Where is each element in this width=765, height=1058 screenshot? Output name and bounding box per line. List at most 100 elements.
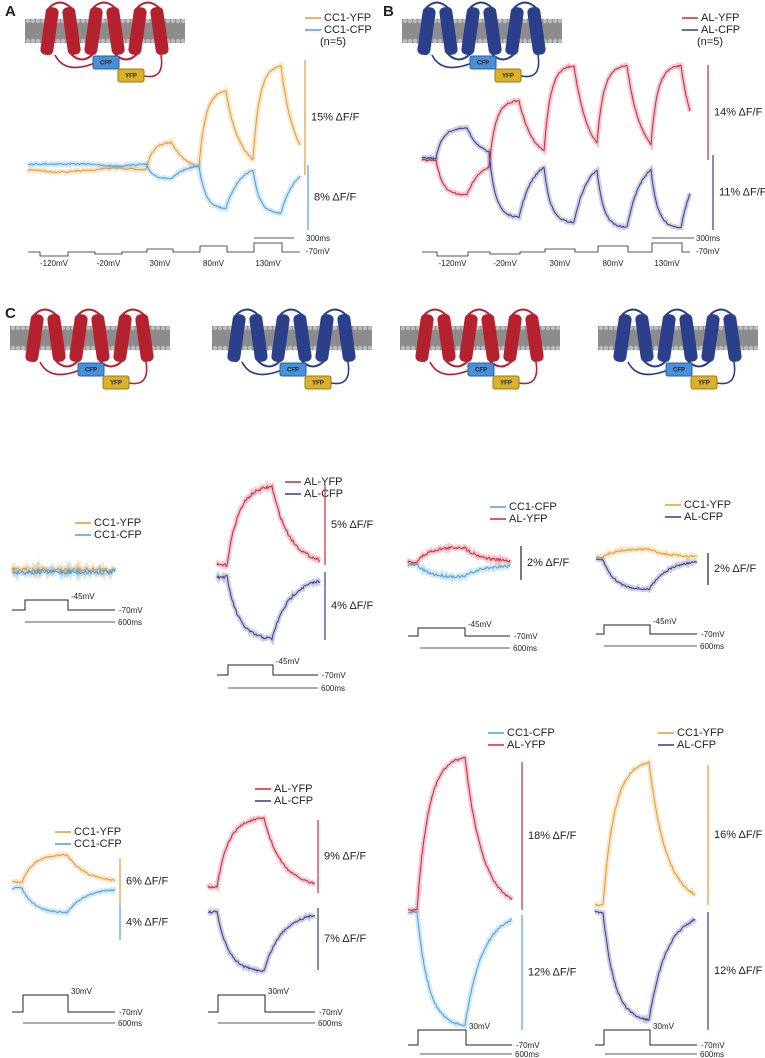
protocol xyxy=(217,664,318,676)
holding-label: -70mV xyxy=(516,1041,540,1050)
step-label: 30mV xyxy=(653,1022,675,1031)
loop xyxy=(77,308,101,316)
voltage-label: 30mV xyxy=(150,259,172,268)
lipid xyxy=(175,38,181,44)
scale-label: 18% ΔF/F xyxy=(528,830,577,842)
cfp-label: CFP xyxy=(477,61,489,67)
lipid xyxy=(145,38,151,44)
voltage-label: 130mV xyxy=(654,259,680,268)
lipid xyxy=(10,345,16,351)
trace xyxy=(207,910,316,973)
yfp-label: YFP xyxy=(698,381,710,387)
lipid xyxy=(412,18,418,24)
protocol xyxy=(12,599,115,611)
lipid xyxy=(307,325,313,331)
lipid xyxy=(598,345,604,351)
protocol xyxy=(408,627,510,637)
protocol xyxy=(408,1029,512,1046)
lipid xyxy=(227,325,233,331)
lipid xyxy=(267,345,273,351)
scale-label: 12% ΔF/F xyxy=(528,966,577,978)
lipid xyxy=(753,325,759,331)
lipid xyxy=(542,18,548,24)
legend-label: AL-YFP xyxy=(507,739,546,751)
step-label: -45mV xyxy=(276,657,300,666)
legend-label: AL-CFP xyxy=(274,795,313,807)
voltage-label: -120mV xyxy=(40,259,69,268)
helix xyxy=(128,7,147,56)
lipid xyxy=(653,325,659,331)
helix xyxy=(47,313,66,362)
lipid xyxy=(455,325,461,331)
loop xyxy=(709,308,733,316)
lipid xyxy=(435,345,441,351)
lipid xyxy=(527,38,533,44)
lipid xyxy=(85,345,91,351)
helix xyxy=(106,6,125,55)
cfp-label: CFP xyxy=(475,368,487,374)
scale-label: 14% ΔF/F xyxy=(714,106,763,118)
lipid xyxy=(135,345,141,351)
yfp xyxy=(117,68,145,83)
lipid xyxy=(545,345,551,351)
lipid xyxy=(155,345,161,351)
lipid xyxy=(80,18,86,24)
lipid xyxy=(500,325,506,331)
trace xyxy=(595,558,698,591)
trace-band xyxy=(593,908,697,1025)
lipid xyxy=(165,345,171,351)
yfp xyxy=(494,68,522,83)
lipid xyxy=(292,345,298,351)
trace xyxy=(421,127,691,229)
protocol xyxy=(208,994,315,1013)
trace xyxy=(11,567,116,576)
linker xyxy=(716,361,736,385)
scale-label: 15% ΔF/F xyxy=(311,111,360,123)
trace xyxy=(207,817,316,889)
legend-label: CC1-CFP xyxy=(507,727,555,739)
lipid xyxy=(212,345,218,351)
lipid xyxy=(450,325,456,331)
voltage-label: 130mV xyxy=(255,259,281,268)
lipid xyxy=(748,325,754,331)
trace xyxy=(594,910,696,1022)
lipid xyxy=(65,345,71,351)
lipid xyxy=(540,325,546,331)
lipid xyxy=(312,325,318,331)
lipid xyxy=(362,325,368,331)
lipid xyxy=(525,345,531,351)
helix xyxy=(249,313,268,362)
lipid xyxy=(15,345,21,351)
loop xyxy=(423,308,447,316)
legend-label: CC1-CFP xyxy=(74,838,122,850)
lipid xyxy=(165,325,171,331)
lipid xyxy=(105,38,111,44)
lipid xyxy=(180,38,186,44)
loop xyxy=(425,1,449,9)
holding-label: -70mV xyxy=(322,671,346,680)
lipid xyxy=(603,345,609,351)
loop xyxy=(33,308,57,316)
holding-label: -70mV xyxy=(119,606,143,615)
lipid xyxy=(362,345,368,351)
trace-band xyxy=(593,759,698,909)
time-label: 600ms xyxy=(118,618,142,627)
legend-label: CC1-YFP xyxy=(684,499,731,511)
linker xyxy=(520,54,540,78)
lipid xyxy=(550,345,556,351)
loop xyxy=(235,308,259,316)
loop xyxy=(48,1,72,9)
lipid xyxy=(502,38,508,44)
lipid xyxy=(452,18,458,24)
helix xyxy=(505,7,524,56)
helix xyxy=(613,314,632,363)
lipid xyxy=(222,325,228,331)
linker xyxy=(627,361,669,376)
trace xyxy=(216,574,321,641)
linker xyxy=(429,361,471,376)
lipid xyxy=(40,18,46,24)
lipid xyxy=(693,325,699,331)
cfp xyxy=(665,362,693,377)
lipid xyxy=(110,345,116,351)
holding-label: -70mV xyxy=(696,247,720,256)
